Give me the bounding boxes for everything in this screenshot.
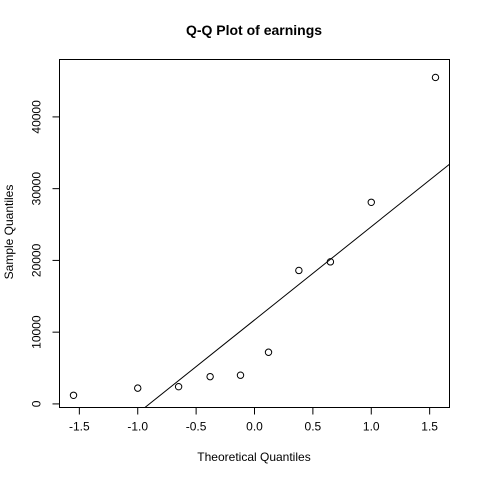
plot-frame [60, 60, 450, 408]
x-tick-label: 0.5 [305, 420, 322, 434]
x-tick-label: 1.0 [363, 420, 380, 434]
data-point [175, 383, 181, 389]
y-tick-label: 30000 [30, 172, 44, 206]
data-point [265, 349, 271, 355]
y-tick-label: 40000 [30, 100, 44, 134]
y-axis: 0 10000 20000 30000 40000 [30, 100, 60, 407]
chart-title: Q-Q Plot of earnings [186, 22, 322, 38]
data-point [368, 199, 374, 205]
y-axis-label: Sample Quantiles [2, 185, 16, 280]
data-point [237, 372, 243, 378]
data-point [296, 267, 302, 273]
y-tick-label: 10000 [30, 315, 44, 349]
x-tick-label: 1.5 [421, 420, 438, 434]
data-point [70, 392, 76, 398]
data-points [70, 74, 438, 398]
x-tick-label: 0.0 [246, 420, 263, 434]
x-tick-label: -0.5 [186, 420, 207, 434]
data-point [207, 373, 213, 379]
x-tick-label: -1.5 [69, 420, 90, 434]
data-point [432, 74, 438, 80]
x-axis-label: Theoretical Quantiles [197, 450, 310, 464]
x-axis: -1.5 -1.0 -0.5 0.0 0.5 1.0 1.5 [69, 408, 438, 434]
y-tick-label: 0 [30, 400, 44, 407]
y-tick-label: 20000 [30, 243, 44, 277]
x-tick-label: -1.0 [127, 420, 148, 434]
data-point [135, 385, 141, 391]
